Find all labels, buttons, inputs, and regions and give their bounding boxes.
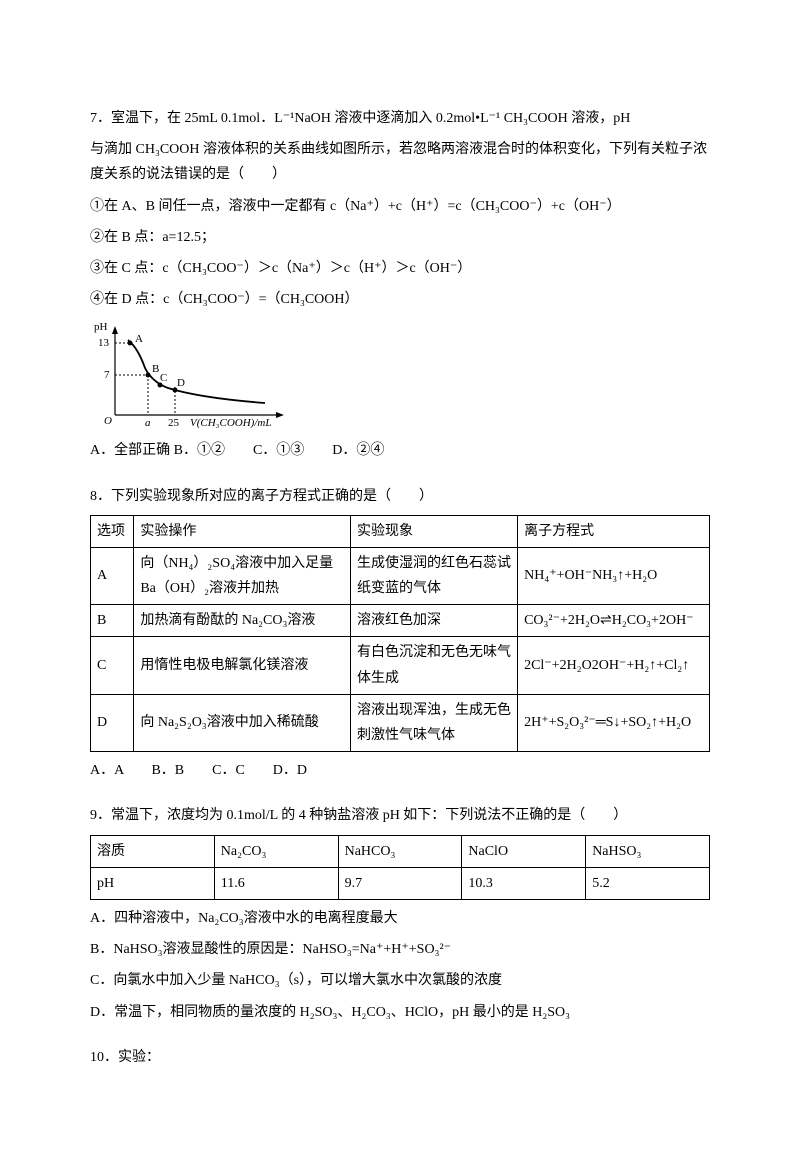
q7-stmt3: ③在 C 点：c（CH₃COO⁻）＞c（Na⁺）＞c（H⁺）＞c（OH⁻） <box>90 256 710 281</box>
x-axis-label: V(CH₃COOH)/mL <box>190 417 271 429</box>
question-8: 8．下列实验现象所对应的离子方程式正确的是（ ） 选项 实验操作 实验现象 离子… <box>90 484 710 784</box>
q9-h4: NaHSO₃ <box>586 835 710 867</box>
q8-h2: 实验现象 <box>350 515 517 547</box>
q8-h3: 离子方程式 <box>518 515 710 547</box>
q9-p3: 10.3 <box>462 867 586 899</box>
q7-line1: 7．室温下，在 25mL 0.1mol．L⁻¹NaOH 溶液中逐滴加入 0.2m… <box>90 106 710 131</box>
q8-r0c2: 生成使湿润的红色石蕊试纸变蓝的气体 <box>350 547 517 604</box>
question-9: 9．常温下，浓度均为 0.1mol/L 的 4 种钠盐溶液 pH 如下：下列说法… <box>90 803 710 1024</box>
y-axis-label: pH <box>94 321 108 333</box>
table-row: B 加热滴有酚酞的 Na₂CO₃溶液 溶液红色加深 CO₃²⁻+2H₂O⇌H₂C… <box>91 605 710 637</box>
table-row: C 用惰性电极电解氯化镁溶液 有白色沉淀和无色无味气体生成 2Cl⁻+2H₂O2… <box>91 637 710 694</box>
q10-title: 10．实验： <box>90 1045 710 1070</box>
table-header-row: 选项 实验操作 实验现象 离子方程式 <box>91 515 710 547</box>
question-10: 10．实验： <box>90 1045 710 1070</box>
q8-r3c2: 溶液出现浑浊，生成无色刺激性气味气体 <box>350 694 517 751</box>
q7-stmt1: ①在 A、B 间任一点，溶液中一定都有 c（Na⁺）+c（H⁺）=c（CH₃CO… <box>90 194 710 219</box>
q9-p4: 5.2 <box>586 867 710 899</box>
q9-p1: 11.6 <box>214 867 338 899</box>
origin-label: O <box>104 415 112 427</box>
q8-r0c1: 向（NH₄）₂SO₄溶液中加入足量Ba（OH）₂溶液并加热 <box>134 547 351 604</box>
q7-line2: 与滴加 CH₃COOH 溶液体积的关系曲线如图所示，若忽略两溶液混合时的体积变化… <box>90 137 710 187</box>
q8-r2c0: C <box>91 637 134 694</box>
q9-h0: 溶质 <box>91 835 215 867</box>
q9-optA: A．四种溶液中，Na₂CO₃溶液中水的电离程度最大 <box>90 906 710 931</box>
q9-optD: D．常温下，相同物质的量浓度的 H₂SO₃、H₂CO₃、HClO，pH 最小的是… <box>90 1000 710 1025</box>
q9-h3: NaClO <box>462 835 586 867</box>
question-7: 7．室温下，在 25mL 0.1mol．L⁻¹NaOH 溶液中逐滴加入 0.2m… <box>90 106 710 464</box>
q8-r1c0: B <box>91 605 134 637</box>
table-row: pH 11.6 9.7 10.3 5.2 <box>91 867 710 899</box>
q9-optB: B．NaHSO₃溶液显酸性的原因是：NaHSO₃=Na⁺+H⁺+SO₃²⁻ <box>90 937 710 962</box>
q8-r1c1: 加热滴有酚酞的 Na₂CO₃溶液 <box>134 605 351 637</box>
ph-curve-chart: pH 13 7 a 25 A B C D O V(CH₃COOH)/mL <box>90 320 290 430</box>
q7-options: A．全部正确 B．①② C．①③ D．②④ <box>90 438 710 463</box>
point-c: C <box>160 372 167 384</box>
q8-r1c3: CO₃²⁻+2H₂O⇌H₂CO₃+2OH⁻ <box>518 605 710 637</box>
q8-title: 8．下列实验现象所对应的离子方程式正确的是（ ） <box>90 484 710 509</box>
point-a: A <box>135 333 143 345</box>
q8-r3c1: 向 Na₂S₂O₃溶液中加入稀硫酸 <box>134 694 351 751</box>
q8-h1: 实验操作 <box>134 515 351 547</box>
q8-r2c1: 用惰性电极电解氯化镁溶液 <box>134 637 351 694</box>
q8-r0c3: NH₄⁺+OH⁻NH₃↑+H₂O <box>518 547 710 604</box>
x-tick-a: a <box>145 417 151 429</box>
table-row: D 向 Na₂S₂O₃溶液中加入稀硫酸 溶液出现浑浊，生成无色刺激性气味气体 2… <box>91 694 710 751</box>
q8-r1c2: 溶液红色加深 <box>350 605 517 637</box>
q8-r2c2: 有白色沉淀和无色无味气体生成 <box>350 637 517 694</box>
q9-title: 9．常温下，浓度均为 0.1mol/L 的 4 种钠盐溶液 pH 如下：下列说法… <box>90 803 710 828</box>
q9-table: 溶质 Na₂CO₃ NaHCO₃ NaClO NaHSO₃ pH 11.6 9.… <box>90 835 710 900</box>
table-row: 溶质 Na₂CO₃ NaHCO₃ NaClO NaHSO₃ <box>91 835 710 867</box>
y-tick-7: 7 <box>104 369 110 381</box>
q9-h2: NaHCO₃ <box>338 835 462 867</box>
q9-h1: Na₂CO₃ <box>214 835 338 867</box>
q8-r3c0: D <box>91 694 134 751</box>
q9-optC: C．向氯水中加入少量 NaHCO₃（s），可以增大氯水中次氯酸的浓度 <box>90 968 710 993</box>
q8-table: 选项 实验操作 实验现象 离子方程式 A 向（NH₄）₂SO₄溶液中加入足量Ba… <box>90 515 710 753</box>
q7-stmt4: ④在 D 点：c（CH₃COO⁻）=（CH₃COOH） <box>90 287 710 312</box>
q8-r0c0: A <box>91 547 134 604</box>
point-d: D <box>177 377 185 389</box>
q9-p2: 9.7 <box>338 867 462 899</box>
q8-options: A．A B．B C．C D．D <box>90 758 710 783</box>
q8-r2c3: 2Cl⁻+2H₂O2OH⁻+H₂↑+Cl₂↑ <box>518 637 710 694</box>
q9-p0: pH <box>91 867 215 899</box>
table-row: A 向（NH₄）₂SO₄溶液中加入足量Ba（OH）₂溶液并加热 生成使湿润的红色… <box>91 547 710 604</box>
x-tick-25: 25 <box>168 417 180 429</box>
q8-r3c3: 2H⁺+S₂O₃²⁻═S↓+SO₂↑+H₂O <box>518 694 710 751</box>
q7-chart: pH 13 7 a 25 A B C D O V(CH₃COOH)/mL <box>90 320 290 430</box>
y-tick-13: 13 <box>98 337 110 349</box>
q8-h0: 选项 <box>91 515 134 547</box>
q7-stmt2: ②在 B 点：a=12.5； <box>90 225 710 250</box>
point-b: B <box>152 363 159 375</box>
